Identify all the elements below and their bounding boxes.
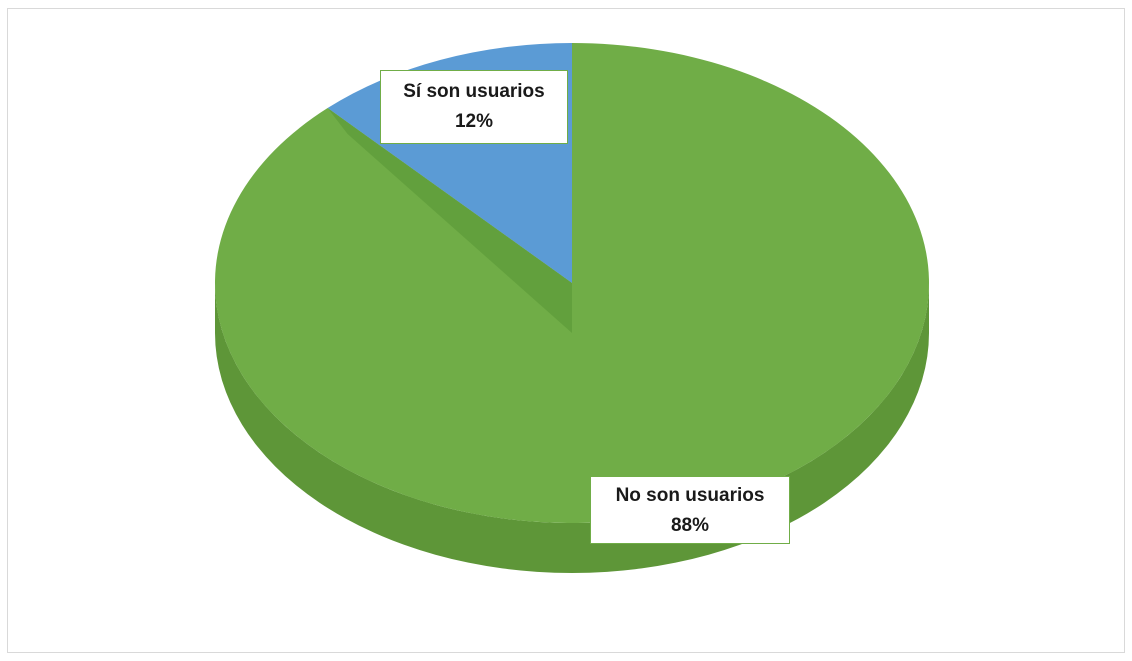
- pie-wedge-shade: [327, 108, 572, 333]
- data-label-si-value: 12%: [454, 111, 494, 132]
- data-label-si-son-usuarios: Sí son usuarios 12%: [380, 70, 568, 144]
- data-label-si-category: Sí son usuarios: [403, 81, 545, 102]
- data-label-no-category: No son usuarios: [615, 485, 765, 506]
- data-label-no-son-usuarios: No son usuarios 88%: [590, 476, 790, 544]
- data-label-no-value: 88%: [670, 515, 710, 536]
